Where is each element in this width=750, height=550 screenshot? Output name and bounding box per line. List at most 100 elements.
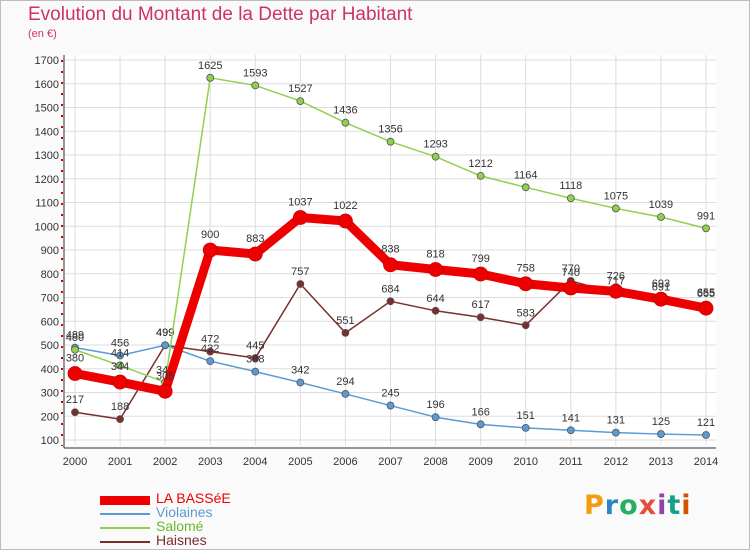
data-label: 693 — [652, 278, 670, 290]
y-tick-label: 1600 — [35, 79, 59, 91]
data-label: 1212 — [468, 158, 492, 170]
data-point — [386, 297, 395, 306]
unit-label: (en €) — [28, 28, 57, 40]
data-point — [702, 431, 710, 439]
legend-swatch — [100, 495, 150, 505]
legend-label: Haisnes — [156, 532, 207, 548]
data-point — [566, 194, 575, 203]
x-tick-label: 2003 — [198, 456, 222, 468]
data-label: 757 — [291, 266, 309, 278]
data-label: 188 — [111, 401, 129, 413]
data-label: 217 — [66, 394, 84, 406]
data-point — [157, 383, 173, 399]
y-tick-label: 700 — [41, 293, 59, 305]
data-label: 583 — [517, 307, 535, 319]
data-point — [161, 341, 170, 350]
data-point — [657, 430, 665, 438]
data-point — [431, 413, 440, 422]
x-tick-label: 2007 — [378, 456, 402, 468]
logo-letter: i — [681, 490, 692, 521]
data-label: 758 — [517, 263, 535, 275]
x-tick-label: 2013 — [649, 456, 673, 468]
legend-label: LA BASSéE — [156, 490, 231, 506]
data-label: 131 — [607, 415, 625, 427]
data-label: 1593 — [243, 67, 267, 79]
data-point — [431, 306, 440, 315]
data-label: 900 — [201, 229, 219, 241]
data-label: 499 — [156, 327, 174, 339]
logo-letter: t — [667, 490, 682, 521]
logo-letter: r — [604, 490, 620, 521]
data-point — [386, 137, 395, 146]
data-label: 644 — [426, 293, 444, 305]
data-label: 1527 — [288, 83, 312, 95]
legend-label: Salomé — [156, 518, 204, 534]
data-point — [251, 367, 260, 376]
data-point — [702, 224, 710, 233]
data-label: 717 — [607, 275, 625, 287]
data-point — [206, 73, 215, 82]
data-label: 294 — [336, 376, 354, 388]
data-point — [206, 347, 215, 356]
data-point — [296, 378, 305, 387]
data-label: 414 — [111, 347, 129, 359]
data-label: 883 — [246, 233, 264, 245]
data-point — [251, 81, 260, 90]
data-point — [116, 415, 124, 424]
x-tick-label: 2004 — [243, 456, 267, 468]
data-point — [428, 262, 443, 277]
x-tick-label: 2012 — [604, 456, 628, 468]
data-label: 489 — [66, 330, 84, 342]
logo-letter: x — [638, 490, 658, 521]
data-label: 196 — [426, 399, 444, 411]
x-tick-label: 2011 — [559, 456, 583, 468]
y-tick-label: 800 — [41, 269, 59, 281]
data-point — [67, 366, 83, 381]
data-point — [71, 408, 79, 417]
data-label: 551 — [336, 315, 354, 327]
data-label: 380 — [66, 353, 84, 365]
y-tick-label: 1100 — [35, 198, 59, 210]
data-label: 344 — [111, 361, 129, 373]
data-point — [521, 423, 530, 432]
data-point — [112, 374, 128, 390]
legend-label: Violaines — [156, 504, 213, 520]
data-label: 499 — [156, 327, 174, 339]
data-label: 480 — [66, 332, 84, 344]
legend-swatch — [100, 541, 150, 543]
data-point — [518, 276, 534, 292]
x-tick-label: 2014 — [694, 456, 718, 468]
legend-swatch — [100, 527, 150, 529]
y-tick-label: 1500 — [35, 103, 59, 115]
y-tick-label: 600 — [41, 316, 59, 328]
y-tick-label: 900 — [41, 245, 59, 257]
data-label: 125 — [652, 416, 670, 428]
data-point — [657, 213, 665, 221]
data-point — [476, 420, 485, 429]
data-label: 472 — [201, 334, 219, 346]
x-tick-label: 2006 — [333, 456, 357, 468]
data-point — [521, 183, 530, 192]
logo-letter: P — [584, 490, 605, 521]
data-label: 726 — [607, 270, 625, 282]
y-tick-label: 300 — [41, 388, 59, 400]
x-tick-label: 2009 — [468, 456, 492, 468]
data-point — [247, 246, 263, 262]
data-label: 684 — [381, 283, 399, 295]
data-point — [566, 426, 575, 435]
y-tick-label: 1700 — [35, 55, 59, 67]
data-label: 1039 — [649, 199, 673, 211]
data-label: 818 — [426, 248, 444, 260]
data-point — [202, 242, 218, 258]
data-point — [292, 210, 308, 225]
logo-letter: i — [657, 490, 668, 521]
data-point — [341, 390, 350, 398]
data-label: 456 — [111, 337, 129, 349]
y-tick-label: 200 — [41, 411, 59, 423]
data-label: 617 — [471, 299, 489, 311]
data-point — [383, 257, 398, 273]
y-tick-label: 400 — [41, 364, 59, 376]
data-label: 342 — [291, 365, 309, 377]
data-label: 1022 — [333, 200, 357, 212]
x-tick-label: 2001 — [108, 456, 132, 468]
